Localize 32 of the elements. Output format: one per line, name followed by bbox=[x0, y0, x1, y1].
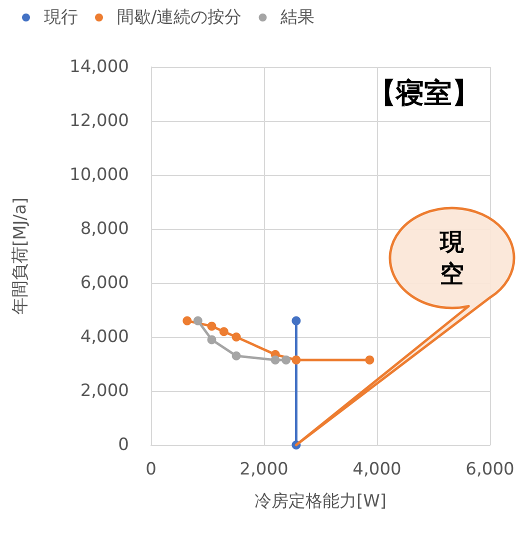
x-tick-label: 4,000 bbox=[352, 460, 402, 480]
annotation: 現 bbox=[438, 227, 465, 258]
point bbox=[292, 355, 301, 364]
y-tick-label: 2,000 bbox=[80, 381, 129, 401]
point bbox=[292, 316, 301, 326]
x-tick-label: 0 bbox=[146, 460, 156, 480]
point bbox=[270, 355, 280, 364]
y-tick-label: 0 bbox=[118, 435, 129, 455]
point bbox=[193, 316, 202, 326]
point bbox=[182, 316, 192, 326]
point bbox=[365, 355, 374, 364]
point bbox=[232, 351, 241, 360]
y-tick-label: 12,000 bbox=[70, 111, 129, 131]
point bbox=[232, 332, 241, 342]
y-tick-label: 10,000 bbox=[70, 165, 129, 185]
legend-label: 間歇/連続の按分 bbox=[117, 8, 242, 28]
y-tick-label: 6,000 bbox=[80, 273, 129, 293]
y-tick-label: 14,000 bbox=[70, 57, 129, 77]
legend-label: 現行 bbox=[44, 8, 78, 28]
annotation: 空 bbox=[439, 259, 465, 290]
x-axis-title: 冷房定格能力[W] bbox=[254, 492, 387, 512]
point bbox=[282, 355, 291, 364]
y-tick-label: 8,000 bbox=[80, 219, 129, 239]
x-tick-label: 2,000 bbox=[240, 460, 288, 480]
legend-label: 結果 bbox=[280, 8, 315, 28]
point bbox=[207, 335, 216, 344]
x-tick-label: 6,000 bbox=[466, 460, 514, 480]
y-axis-title: 年間負荷[MJ/a] bbox=[10, 197, 30, 315]
point bbox=[219, 327, 228, 336]
y-tick-label: 4,000 bbox=[80, 327, 129, 347]
chart-title: 【寝室】 bbox=[368, 76, 480, 110]
point bbox=[207, 322, 216, 331]
